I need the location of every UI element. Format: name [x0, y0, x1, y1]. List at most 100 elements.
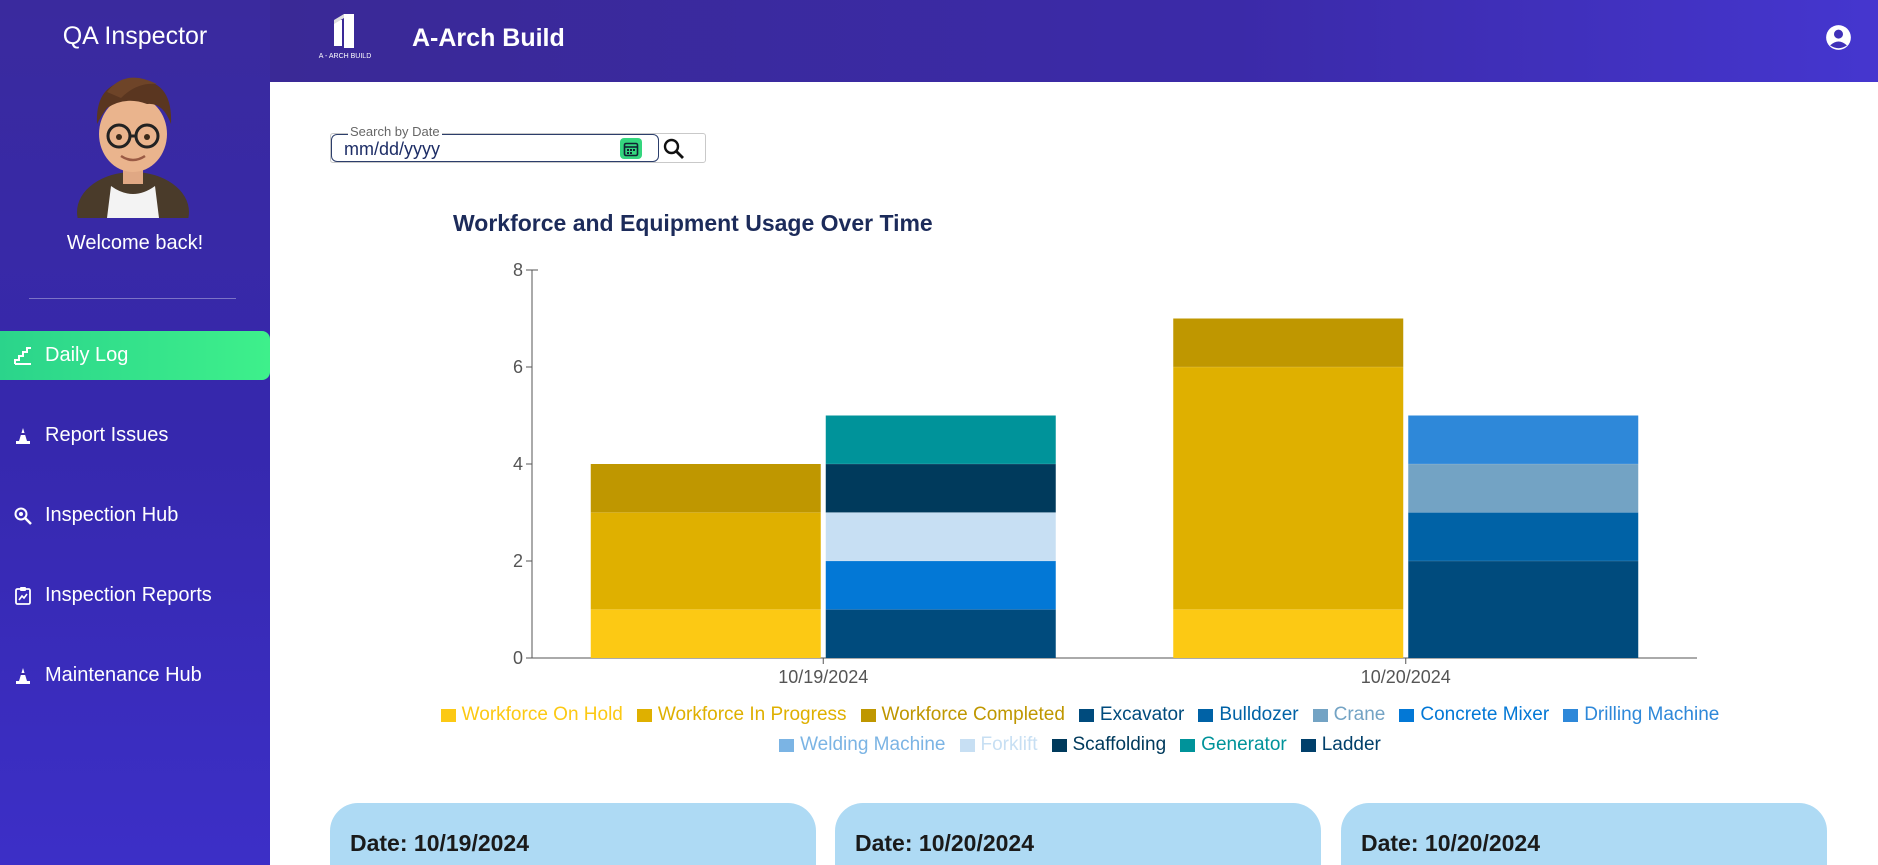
y-tick-label: 2: [513, 551, 523, 571]
legend-label: Workforce In Progress: [657, 704, 847, 725]
card-date: Date: 10/20/2024: [855, 830, 1035, 856]
legend-swatch: [779, 738, 795, 752]
legend-label: Concrete Mixer: [1420, 704, 1550, 725]
legend-item[interactable]: Excavator: [1078, 704, 1185, 726]
legend-label: Excavator: [1099, 704, 1185, 725]
y-tick-label: 4: [513, 454, 523, 474]
legend-swatch: [959, 738, 975, 752]
sidebar-title: QA Inspector: [62, 22, 208, 50]
bar-segment: [590, 609, 821, 658]
bar-segment: [1408, 464, 1639, 513]
bar-segment: [590, 464, 821, 513]
legend-label: Generator: [1201, 734, 1287, 755]
legend-item[interactable]: Welding Machine: [779, 734, 946, 756]
sidebar-item-label: Report Issues: [45, 424, 169, 446]
legend-label: Drilling Machine: [1584, 704, 1720, 725]
search-button[interactable]: [661, 136, 687, 162]
legend-item[interactable]: Crane: [1312, 704, 1386, 726]
legend-item[interactable]: Scaffolding: [1051, 734, 1167, 756]
welcome-message: Welcome back!: [66, 232, 204, 254]
bar-segment: [1173, 367, 1404, 610]
legend-item[interactable]: Workforce On Hold: [440, 704, 623, 726]
legend-swatch: [1312, 708, 1328, 722]
sidebar-item-label: Daily Log: [45, 344, 129, 366]
legend-label: Forklift: [980, 734, 1038, 755]
legend-swatch: [636, 708, 652, 722]
legend-item[interactable]: Concrete Mixer: [1399, 704, 1549, 726]
y-tick-label: 0: [513, 648, 523, 668]
legend-swatch: [1300, 738, 1316, 752]
log-card[interactable]: Date: 10/20/2024: [1341, 803, 1827, 865]
card-date: Date: 10/20/2024: [1361, 830, 1541, 856]
sidebar-item-inspection-hub[interactable]: Inspection Hub: [0, 491, 270, 540]
date-input-label: Search by Date: [348, 124, 442, 139]
sidebar-item-label: Inspection Reports: [45, 584, 212, 606]
legend-swatch: [1180, 738, 1196, 752]
x-tick-label: 10/20/2024: [1361, 667, 1451, 687]
legend-label: Welding Machine: [800, 734, 946, 755]
legend-swatch: [1051, 738, 1067, 752]
bar-segment: [825, 415, 1056, 464]
legend-swatch: [860, 708, 876, 722]
legend-label: Workforce On Hold: [461, 704, 623, 725]
legend-item[interactable]: Bulldozer: [1198, 704, 1299, 726]
bar-segment: [825, 464, 1056, 513]
bar-segment: [1408, 561, 1639, 658]
log-card[interactable]: Date: 10/19/2024: [330, 803, 816, 865]
legend-label: Crane: [1333, 704, 1386, 725]
bar-segment: [1408, 512, 1639, 561]
card-date: Date: 10/19/2024: [350, 830, 530, 856]
sidebar: QA Inspector Welcome back! Daily Log: [0, 0, 270, 865]
date-input-value: mm/dd/yyyy: [344, 139, 441, 159]
clipboard-chart-icon: [14, 586, 32, 606]
bar-segment: [825, 609, 1056, 658]
magnify-icon: [14, 506, 32, 526]
top-header: A - ARCH BUILD A-Arch Build: [270, 0, 1878, 82]
traffic-cone-icon: [14, 426, 32, 446]
legend-label: Bulldozer: [1219, 704, 1299, 725]
legend-label: Ladder: [1321, 734, 1381, 755]
bar-segment: [825, 561, 1056, 610]
x-tick-label: 10/19/2024: [778, 667, 868, 687]
legend-item[interactable]: Ladder: [1300, 734, 1381, 756]
calendar-icon[interactable]: [620, 138, 642, 159]
legend-swatch: [1399, 708, 1415, 722]
bar-segment: [825, 512, 1056, 561]
bar-segment: [1173, 609, 1404, 658]
legend-swatch: [1198, 708, 1214, 722]
legend-item[interactable]: Forklift: [959, 734, 1038, 756]
date-search-group: Search by Date mm/dd/yyyy: [330, 125, 706, 163]
sidebar-item-label: Maintenance Hub: [45, 664, 202, 686]
bar-segment: [1408, 415, 1639, 464]
account-circle-icon[interactable]: [1825, 24, 1852, 51]
legend-swatch: [1563, 708, 1579, 722]
bar-segment: [1173, 318, 1404, 367]
legend-label: Scaffolding: [1072, 734, 1167, 755]
legend-row: Workforce On Hold Workforce In Progress Wo…: [440, 700, 1719, 730]
sidebar-divider: [29, 298, 236, 299]
log-card[interactable]: Date: 10/20/2024: [835, 803, 1321, 865]
y-tick-label: 6: [513, 357, 523, 377]
sidebar-item-report-issues[interactable]: Report Issues: [0, 411, 270, 460]
legend-item[interactable]: Workforce Completed: [860, 704, 1065, 726]
bar-segment: [590, 512, 821, 610]
chart-legend: Workforce On Hold Workforce In Progress Wo…: [440, 700, 1719, 760]
date-input[interactable]: Search by Date mm/dd/yyyy: [331, 125, 659, 162]
stairs-icon: [14, 346, 32, 366]
search-icon: [663, 138, 684, 159]
company-logo[interactable]: A - ARCH BUILD: [310, 12, 380, 62]
sidebar-item-inspection-reports[interactable]: Inspection Reports: [0, 571, 270, 620]
avatar: [77, 77, 189, 218]
sidebar-item-label: Inspection Hub: [45, 504, 179, 526]
sidebar-item-daily-log[interactable]: Daily Log: [0, 331, 270, 380]
legend-item[interactable]: Drilling Machine: [1563, 704, 1719, 726]
brand-title: A-Arch Build: [412, 24, 565, 52]
logo-text: A - ARCH BUILD: [319, 53, 372, 60]
legend-item[interactable]: Workforce In Progress: [636, 704, 847, 726]
legend-swatch: [440, 708, 456, 722]
sidebar-item-maintenance-hub[interactable]: Maintenance Hub: [0, 651, 270, 700]
legend-swatch: [1078, 708, 1094, 722]
legend-item[interactable]: Generator: [1180, 734, 1287, 756]
y-tick-label: 8: [513, 260, 523, 280]
